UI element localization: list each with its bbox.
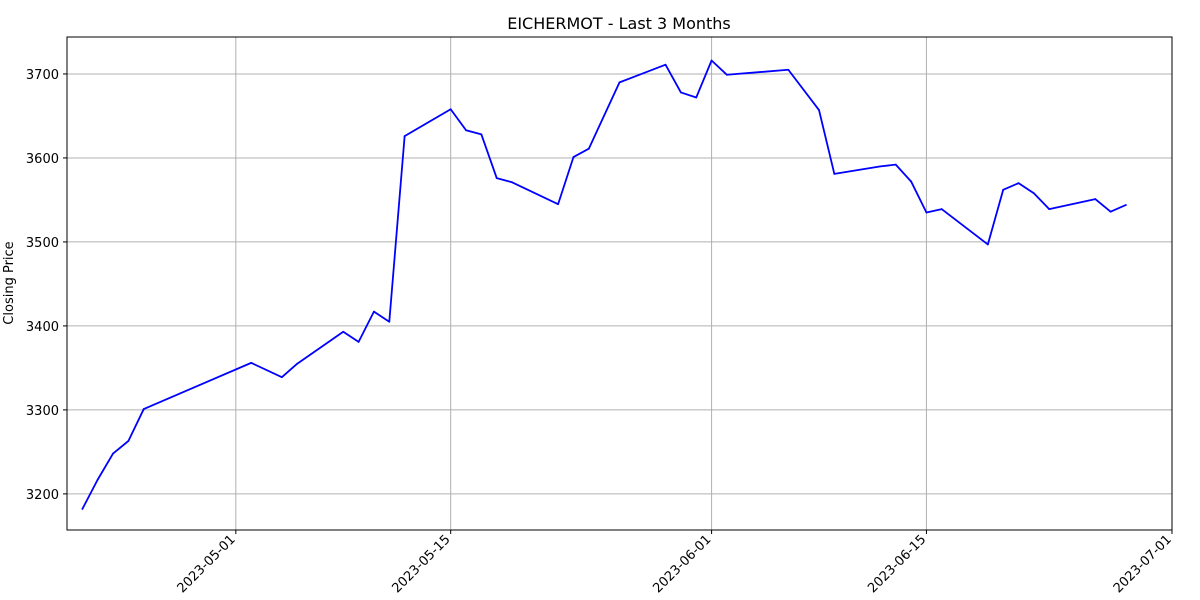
plot-frame — [66, 36, 1173, 531]
data-point — [81, 508, 84, 510]
data-point — [1002, 188, 1005, 191]
data-point — [587, 147, 590, 150]
data-point — [894, 163, 897, 166]
data-point — [557, 203, 560, 206]
data-point — [710, 59, 713, 62]
y-tick-label: 3400 — [26, 320, 59, 335]
data-point — [465, 129, 467, 132]
data-point — [1017, 182, 1020, 185]
data-point — [480, 133, 483, 136]
data-point — [695, 96, 698, 99]
data-point — [664, 63, 667, 66]
series-layer — [81, 59, 1127, 510]
data-point — [280, 376, 283, 379]
data-point — [373, 310, 375, 313]
data-point — [1109, 210, 1112, 213]
data-point — [511, 181, 513, 184]
y-tick-label: 3300 — [26, 404, 59, 419]
x-tick-label: 2023-07-01 — [1111, 532, 1175, 596]
data-point — [357, 340, 360, 343]
data-point — [449, 108, 452, 111]
data-point — [818, 109, 820, 111]
data-point — [342, 330, 345, 333]
series-line — [81, 59, 1127, 510]
data-point — [910, 180, 912, 183]
y-tick-label: 3700 — [26, 68, 59, 83]
data-point — [403, 135, 406, 138]
data-point — [250, 361, 253, 364]
data-point — [986, 243, 989, 246]
y-tick-label: 3600 — [26, 152, 59, 167]
data-point — [495, 177, 498, 179]
x-tick-label: 2023-05-15 — [389, 532, 453, 596]
data-point — [1125, 204, 1127, 206]
grid — [67, 37, 1173, 530]
data-point — [572, 156, 575, 159]
data-point — [787, 68, 790, 71]
data-point — [127, 440, 130, 442]
data-point — [388, 320, 391, 323]
x-tick-label: 2023-06-15 — [865, 532, 929, 596]
y-axis-label: Closing Price — [2, 241, 17, 324]
data-point — [679, 91, 682, 94]
data-point — [112, 452, 114, 455]
data-point — [726, 73, 728, 76]
data-point — [940, 208, 943, 211]
y-tick-label: 3200 — [26, 488, 59, 503]
y-tick-label: 3500 — [26, 236, 59, 251]
data-point — [833, 172, 836, 175]
data-point — [1048, 208, 1051, 211]
data-point — [142, 408, 145, 410]
data-point — [618, 81, 621, 84]
x-tick-label: 2023-06-01 — [650, 532, 714, 596]
data-point — [925, 211, 928, 214]
data-point — [1032, 192, 1035, 195]
axes: 3200 3300 3400 3500 3600 3700 2023-05-01 2023-0… — [26, 68, 1175, 596]
chart-title: EICHERMOT - Last 3 Months — [507, 14, 731, 33]
data-point — [96, 478, 99, 481]
data-point — [879, 165, 882, 168]
data-point — [1094, 198, 1097, 200]
x-tick-label: 2023-05-01 — [175, 532, 239, 596]
data-point — [296, 362, 299, 365]
